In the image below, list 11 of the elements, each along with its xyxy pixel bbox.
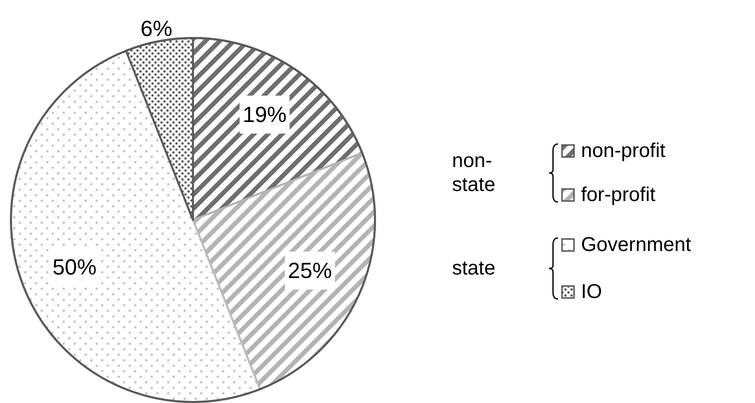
data-label: 25% (288, 258, 332, 284)
legend-label: for-profit (581, 184, 656, 206)
legend-label: IO (581, 281, 602, 303)
text: state (452, 258, 496, 280)
pie-slice (125, 37, 194, 221)
data-label: 19% (242, 102, 287, 128)
text: non-state (452, 150, 496, 196)
legend-label: non-profit (581, 140, 666, 162)
data-label: 6% (140, 16, 172, 41)
legend-label: Government (581, 234, 692, 256)
data-label: 50% (52, 254, 97, 280)
